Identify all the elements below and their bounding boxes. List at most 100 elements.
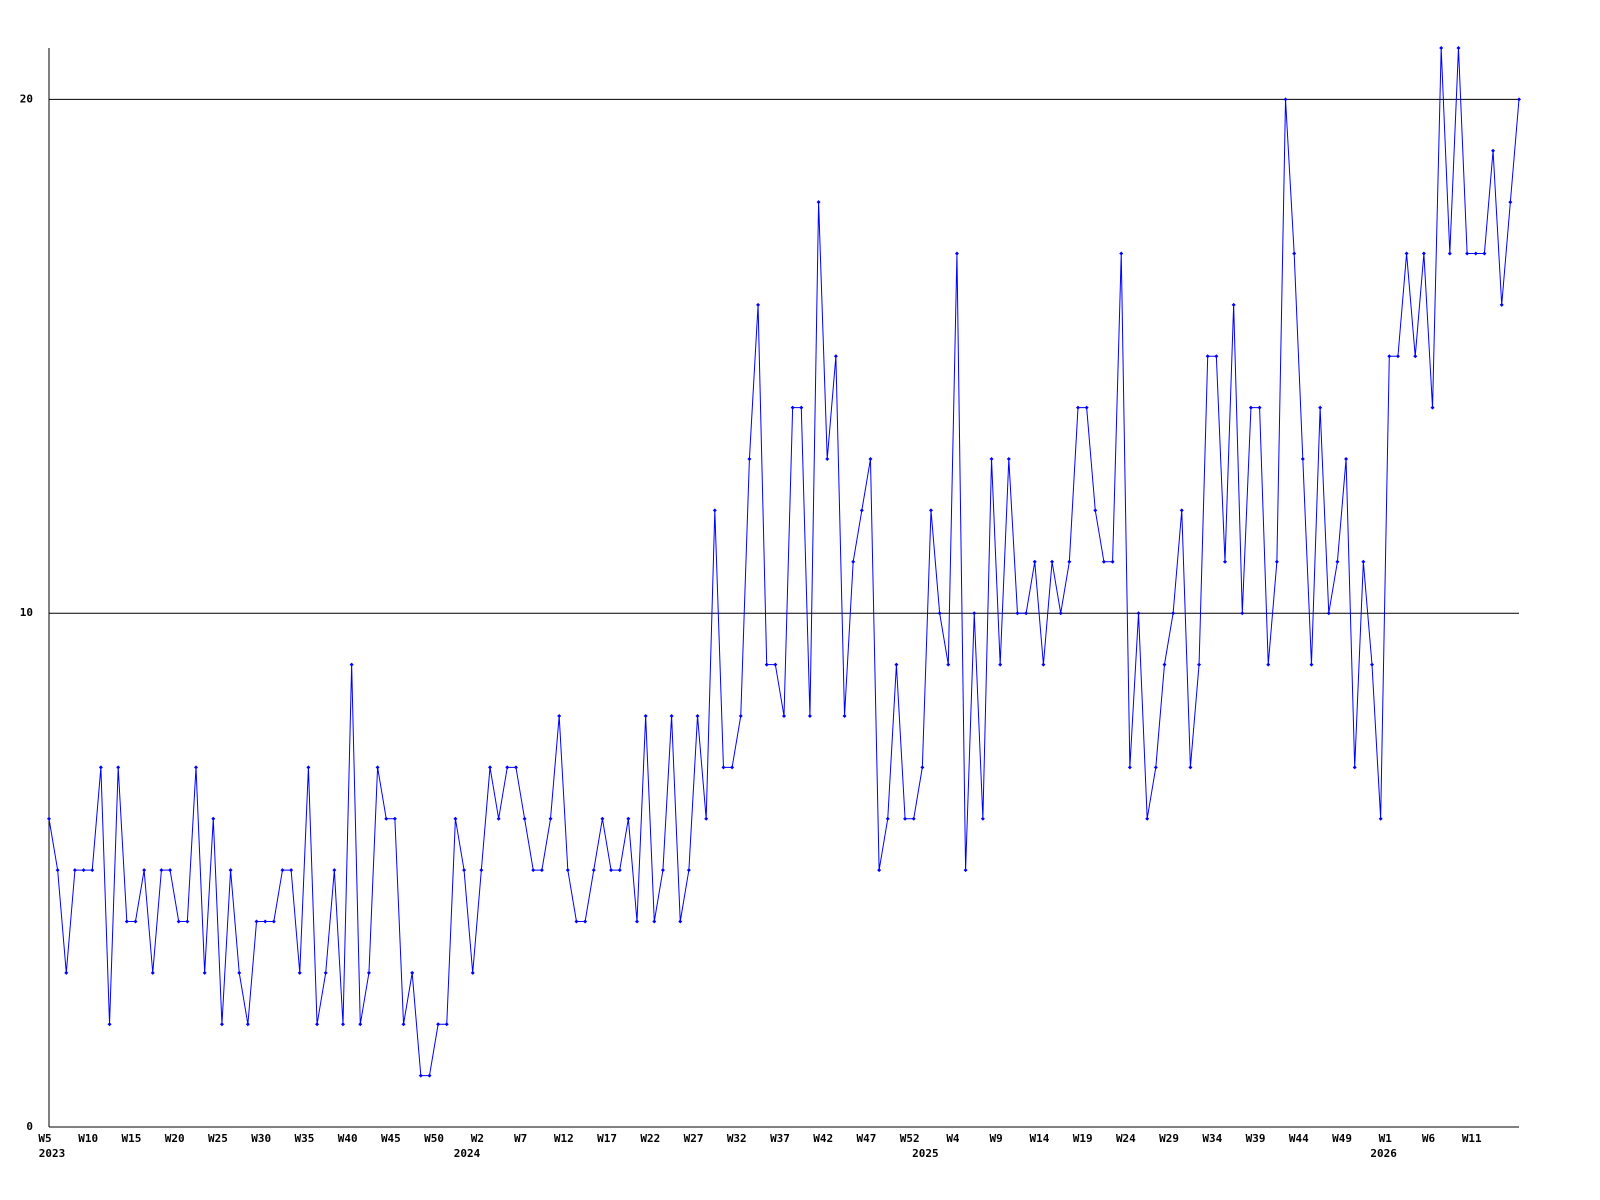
data-point	[1257, 405, 1262, 410]
data-point	[1447, 251, 1452, 256]
data-point	[756, 302, 761, 307]
data-point	[859, 508, 864, 513]
data-point	[427, 1073, 432, 1078]
x-tick-label: W47	[857, 1132, 877, 1145]
data-point	[1508, 200, 1513, 205]
data-point	[851, 559, 856, 564]
x-year-label: 2023	[39, 1147, 66, 1160]
data-point	[1344, 457, 1349, 462]
x-year-label: 2024	[454, 1147, 481, 1160]
data-point	[1084, 405, 1089, 410]
data-point	[1240, 611, 1245, 616]
data-point	[1153, 765, 1158, 770]
x-tick-label: W52	[900, 1132, 920, 1145]
data-point	[1119, 251, 1124, 256]
data-point	[47, 816, 51, 821]
x-tick-label: W4	[946, 1132, 960, 1145]
x-tick-label: W5	[38, 1132, 51, 1145]
data-point	[1309, 662, 1314, 667]
data-point	[868, 457, 873, 462]
x-tick-label: W50	[424, 1132, 444, 1145]
x-tick-label: W30	[251, 1132, 271, 1145]
data-point	[1517, 97, 1521, 102]
data-point	[1058, 611, 1063, 616]
data-point	[730, 765, 735, 770]
data-point	[1032, 559, 1037, 564]
data-point	[998, 662, 1003, 667]
data-point	[1205, 354, 1210, 359]
data-point	[1370, 662, 1374, 667]
x-tick-label: W44	[1289, 1132, 1309, 1145]
data-line	[48, 47, 1520, 1077]
data-point	[1041, 662, 1046, 667]
data-point	[574, 919, 579, 924]
data-point	[1127, 765, 1132, 770]
data-point	[436, 1022, 441, 1027]
data-point	[1413, 354, 1418, 359]
data-point	[392, 816, 397, 821]
x-tick-label: W24	[1116, 1132, 1136, 1145]
data-point	[219, 1022, 224, 1027]
x-tick-label: W35	[294, 1132, 314, 1145]
data-point	[341, 1022, 345, 1027]
data-point	[911, 816, 916, 821]
x-year-label: 2025	[912, 1147, 939, 1160]
data-point	[1318, 405, 1323, 410]
data-point	[1067, 559, 1072, 564]
data-point	[1197, 662, 1202, 667]
data-point	[764, 662, 769, 667]
x-tick-label: W34	[1202, 1132, 1222, 1145]
data-point	[323, 970, 328, 975]
x-tick-label: W2	[471, 1132, 484, 1145]
data-point	[695, 713, 700, 718]
data-point	[1110, 559, 1115, 564]
data-point	[271, 919, 276, 924]
data-point	[72, 868, 77, 873]
data-point	[228, 868, 233, 873]
data-point	[410, 970, 415, 975]
data-point	[453, 816, 458, 821]
data-point	[842, 713, 847, 718]
data-point	[488, 765, 492, 770]
data-point	[1482, 251, 1487, 256]
data-point	[306, 765, 311, 770]
data-point	[358, 1022, 363, 1027]
data-point	[185, 919, 190, 924]
data-point	[513, 765, 518, 770]
data-point	[816, 200, 821, 205]
data-point	[55, 868, 60, 873]
y-tick-label: 10	[20, 606, 33, 619]
x-tick-label: W40	[338, 1132, 358, 1145]
data-point	[877, 868, 882, 873]
data-point	[470, 970, 475, 975]
data-point	[1248, 405, 1253, 410]
data-point	[833, 354, 838, 359]
data-point	[557, 713, 562, 718]
data-point	[263, 919, 268, 924]
data-point	[652, 919, 657, 924]
data-point	[1430, 405, 1435, 410]
data-point	[1465, 251, 1470, 256]
data-point	[254, 919, 259, 924]
x-tick-label: W25	[208, 1132, 228, 1145]
data-point	[1335, 559, 1340, 564]
data-point	[297, 970, 302, 975]
data-point	[168, 868, 173, 873]
data-point	[1024, 611, 1029, 616]
data-point	[1404, 251, 1409, 256]
data-point	[1136, 611, 1141, 616]
data-point	[1421, 251, 1426, 256]
data-point	[133, 919, 138, 924]
data-point	[643, 713, 648, 718]
data-point	[1145, 816, 1150, 821]
x-tick-label: W11	[1462, 1132, 1482, 1145]
data-point	[609, 868, 614, 873]
data-point	[903, 816, 908, 821]
data-point	[963, 868, 968, 873]
data-point	[1361, 559, 1366, 564]
data-point	[64, 970, 69, 975]
data-point	[704, 816, 709, 821]
data-point	[280, 868, 285, 873]
data-point	[565, 868, 570, 873]
